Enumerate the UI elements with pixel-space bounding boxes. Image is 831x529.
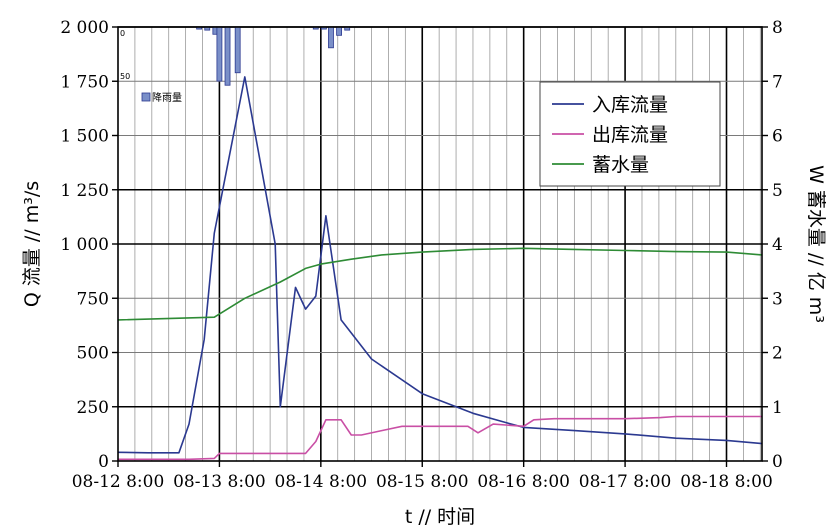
grid <box>118 26 762 461</box>
right-tick-label: 8 <box>772 18 783 38</box>
x-tick-label: 08-18 8:00 <box>680 472 773 492</box>
left-tick-label: 250 <box>77 398 109 418</box>
rainfall-bar <box>336 26 342 36</box>
rainfall-legend-label: 降雨量 <box>152 91 182 104</box>
left-tick-label: 1 500 <box>60 127 109 147</box>
series-lines <box>117 76 763 461</box>
x-tick-label: 08-15 8:00 <box>376 472 469 492</box>
x-tick-label: 08-16 8:00 <box>477 472 570 492</box>
right-tick-label: 4 <box>772 235 783 255</box>
rainfall-legend-swatch <box>141 92 151 102</box>
rainfall-bar <box>234 26 241 74</box>
right-tick-label: 7 <box>772 72 783 92</box>
left-tick-label: 0 <box>98 452 109 472</box>
rainfall-bar <box>328 26 334 49</box>
left-tick-label: 2 000 <box>60 18 109 38</box>
right-tick-label: 3 <box>772 289 783 309</box>
right-axis-title: W 蓄水量 // 亿 m³ <box>805 165 827 323</box>
left-tick-label: 1 750 <box>60 72 109 92</box>
legend-label-1: 出库流量 <box>592 124 668 146</box>
series-line-2 <box>117 247 763 321</box>
right-tick-label: 0 <box>772 452 783 472</box>
left-tick-label: 500 <box>77 344 109 364</box>
x-tick-label: 08-12 8:00 <box>72 472 165 492</box>
left-tick-label: 750 <box>77 289 109 309</box>
series-line-0 <box>117 76 763 454</box>
right-tick-label: 2 <box>772 344 783 364</box>
left-tick-label: 1 000 <box>60 235 109 255</box>
series-line-1 <box>118 415 762 461</box>
rainfall-scale-label: 0 <box>120 29 125 38</box>
x-tick-label: 08-17 8:00 <box>579 472 672 492</box>
right-tick-label: 1 <box>772 398 783 418</box>
rainfall-bar <box>224 26 231 86</box>
right-tick-label: 6 <box>772 127 783 147</box>
rainfall-scale-label: 50 <box>120 72 130 81</box>
legend-label-2: 蓄水量 <box>592 154 649 176</box>
legend-label-0: 入库流量 <box>592 94 668 116</box>
x-tick-label: 08-14 8:00 <box>275 472 368 492</box>
rainfall-bar <box>216 26 223 82</box>
rainfall-bars: 0 50 降雨量 <box>120 26 351 104</box>
left-tick-label: 1 250 <box>60 181 109 201</box>
x-axis-title: t // 时间 <box>405 506 475 528</box>
left-axis-title: Q 流量 // m³/s <box>21 181 43 307</box>
right-tick-label: 5 <box>772 181 783 201</box>
x-tick-label: 08-13 8:00 <box>173 472 266 492</box>
